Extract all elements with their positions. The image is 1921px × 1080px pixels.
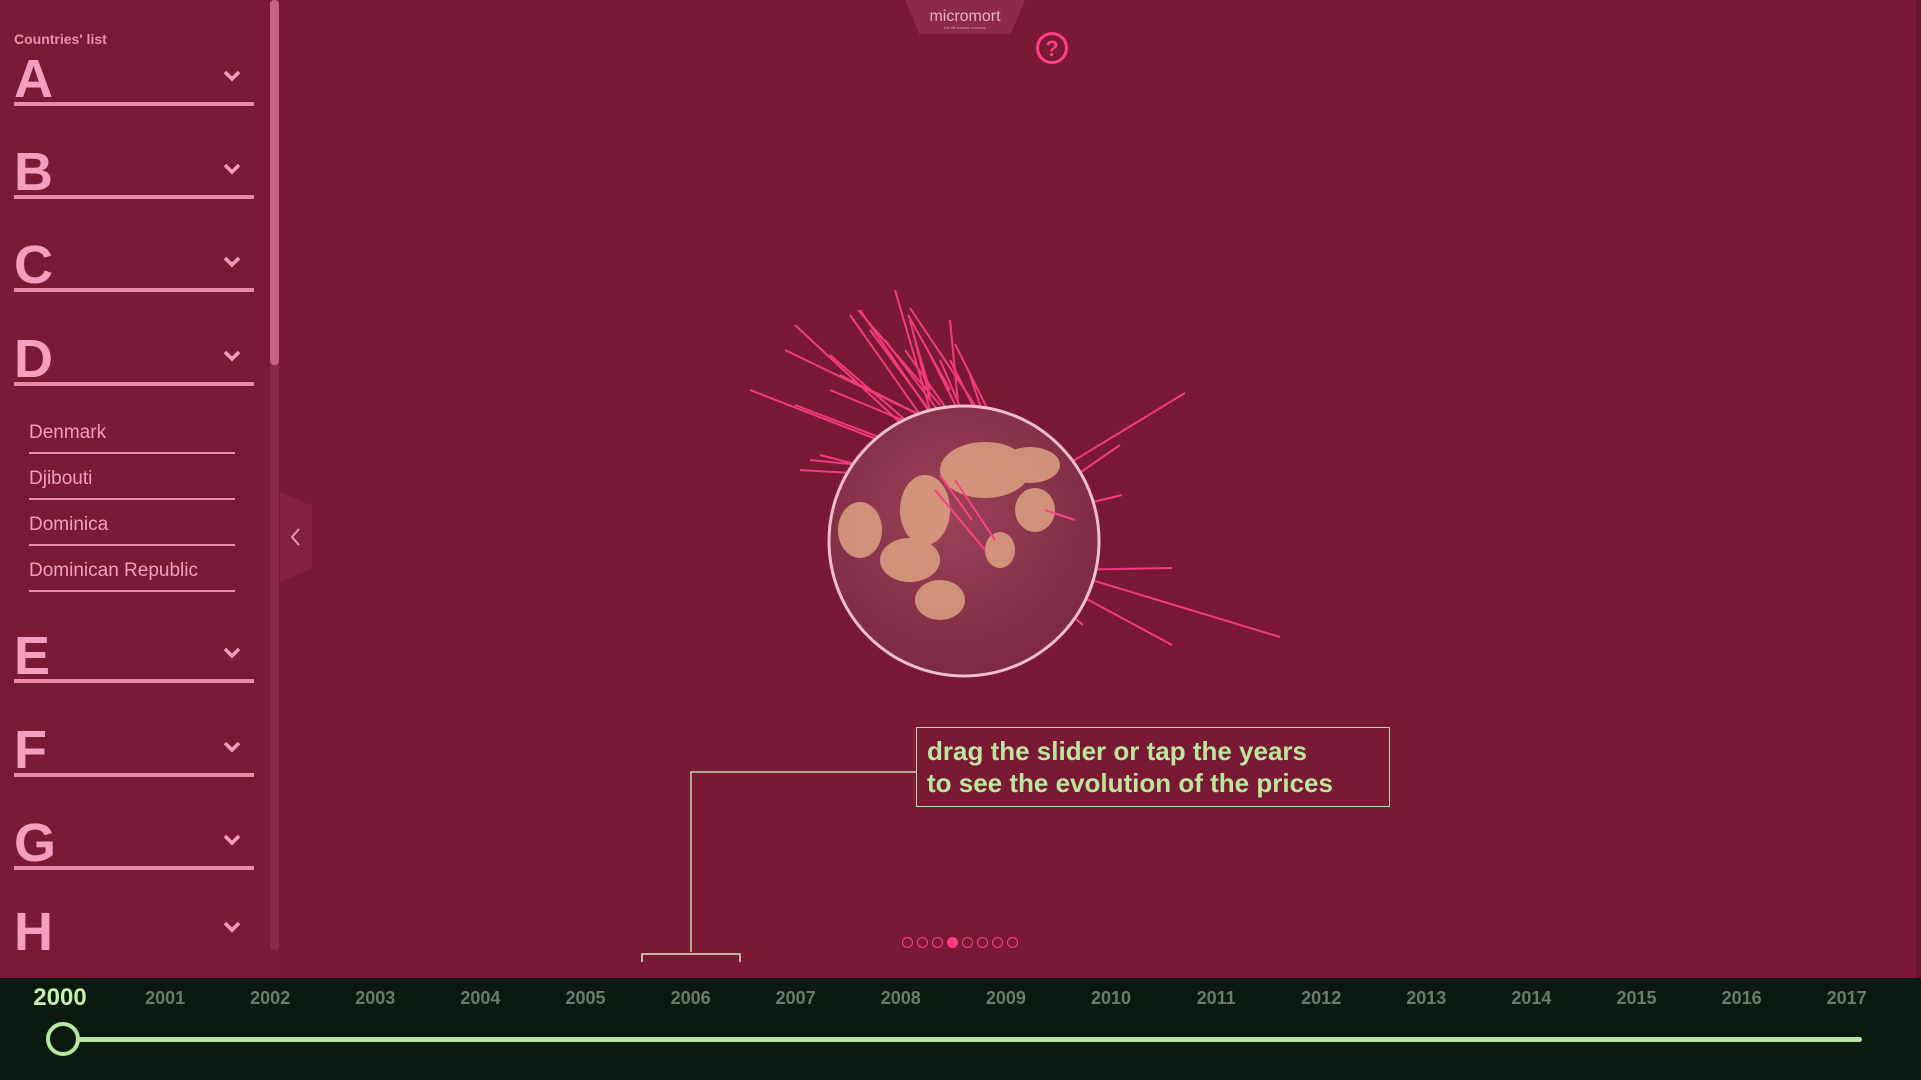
year-label[interactable]: 2017 [1826, 988, 1867, 1008]
page-dot[interactable] [932, 937, 943, 948]
sidebar-scrollbar-thumb[interactable] [270, 0, 279, 365]
year-label[interactable]: 2000 [33, 984, 87, 1011]
year-label[interactable]: 2002 [250, 988, 291, 1008]
country-label: Dominican Republic [29, 560, 198, 581]
letter-group-h[interactable]: H [14, 905, 254, 959]
letter-label: A [14, 49, 53, 109]
callout-line-1: drag the slider or tap the years [927, 736, 1308, 766]
year-slider-handle[interactable] [46, 1022, 80, 1056]
chevron-down-icon [223, 163, 241, 175]
letter-label: G [14, 813, 57, 873]
letter-label: F [14, 720, 47, 780]
logo-text: micromort [929, 8, 1001, 25]
country-label: Denmark [29, 422, 107, 443]
year-label[interactable]: 2005 [565, 988, 606, 1008]
year-label[interactable]: 2014 [1511, 988, 1552, 1008]
callout-connector [641, 771, 916, 962]
page-dot[interactable] [917, 937, 928, 948]
chevron-left-icon [290, 528, 300, 546]
country-item-denmark[interactable]: Denmark [29, 408, 235, 454]
chevron-down-icon [223, 834, 241, 846]
letter-group-c[interactable]: C [14, 235, 254, 295]
year-label[interactable]: 2013 [1406, 988, 1447, 1008]
onboarding-callout: drag the slider or tap the years to see … [916, 727, 1390, 807]
callout-line-2: to see the evolution of the prices [927, 768, 1333, 798]
page-dot[interactable] [902, 937, 913, 948]
letter-group-a[interactable]: A [14, 49, 254, 109]
year-label[interactable]: 2007 [775, 988, 816, 1008]
letter-label: C [14, 235, 53, 295]
year-label[interactable]: 2015 [1616, 988, 1657, 1008]
country-item-dominica[interactable]: Dominica [29, 500, 235, 546]
letter-group-g[interactable]: G [14, 813, 254, 873]
letter-group-e[interactable]: E [14, 626, 254, 686]
question-icon: ? [1045, 36, 1059, 61]
chevron-down-icon [223, 70, 241, 82]
year-label[interactable]: 2016 [1721, 988, 1762, 1008]
year-label[interactable]: 2004 [460, 988, 501, 1008]
year-label[interactable]: 2009 [985, 988, 1026, 1008]
chevron-down-icon [223, 741, 241, 753]
page-dot[interactable] [947, 937, 958, 948]
page-dot[interactable] [977, 937, 988, 948]
letter-label: D [14, 329, 53, 389]
collapse-sidebar-button[interactable] [280, 492, 312, 582]
year-label[interactable]: 2001 [145, 988, 186, 1008]
year-label[interactable]: 2011 [1196, 988, 1236, 1008]
countries-sidebar: Countries' list A B C D Denmark Djibouti… [0, 0, 280, 975]
year-label[interactable]: 2008 [880, 988, 921, 1008]
year-label[interactable]: 2010 [1090, 988, 1132, 1008]
chevron-down-icon [223, 647, 241, 659]
country-item-dominican-republic[interactable]: Dominican Republic [29, 546, 235, 592]
letter-label: E [14, 626, 51, 686]
chevron-down-icon [223, 350, 241, 362]
globe-icon[interactable] [740, 280, 1310, 700]
year-label[interactable]: 2003 [355, 988, 396, 1008]
year-label[interactable]: 2012 [1301, 988, 1342, 1008]
letter-group-f[interactable]: F [14, 720, 254, 780]
help-button[interactable]: ? [1036, 32, 1068, 64]
chevron-down-icon [223, 256, 241, 268]
sidebar-title: Countries' list [14, 31, 107, 47]
country-item-djibouti[interactable]: Djibouti [29, 454, 235, 500]
page-dot[interactable] [962, 937, 973, 948]
chevron-down-icon [223, 921, 241, 933]
letter-label: H [14, 902, 53, 962]
app-logo[interactable]: micromort the life hazard currency [905, 0, 1025, 34]
sidebar-scrollbar-track[interactable] [270, 0, 279, 950]
country-label: Dominica [29, 514, 109, 535]
letter-group-b[interactable]: B [14, 142, 254, 202]
right-edge-border [1916, 0, 1921, 978]
page-dot[interactable] [992, 937, 1003, 948]
year-label[interactable]: 2006 [670, 988, 711, 1008]
pagination-dots [902, 935, 1022, 948]
year-slider-track[interactable] [62, 1037, 1862, 1042]
letter-label: B [14, 142, 53, 202]
letter-group-d[interactable]: D [14, 329, 254, 389]
logo-tagline: the life hazard currency [944, 25, 986, 30]
country-label: Djibouti [29, 468, 93, 489]
year-timeline: 2000 2001 2002 2003 2004 2005 2006 2007 2008 2009… [0, 978, 1921, 1080]
page-dot[interactable] [1007, 937, 1018, 948]
